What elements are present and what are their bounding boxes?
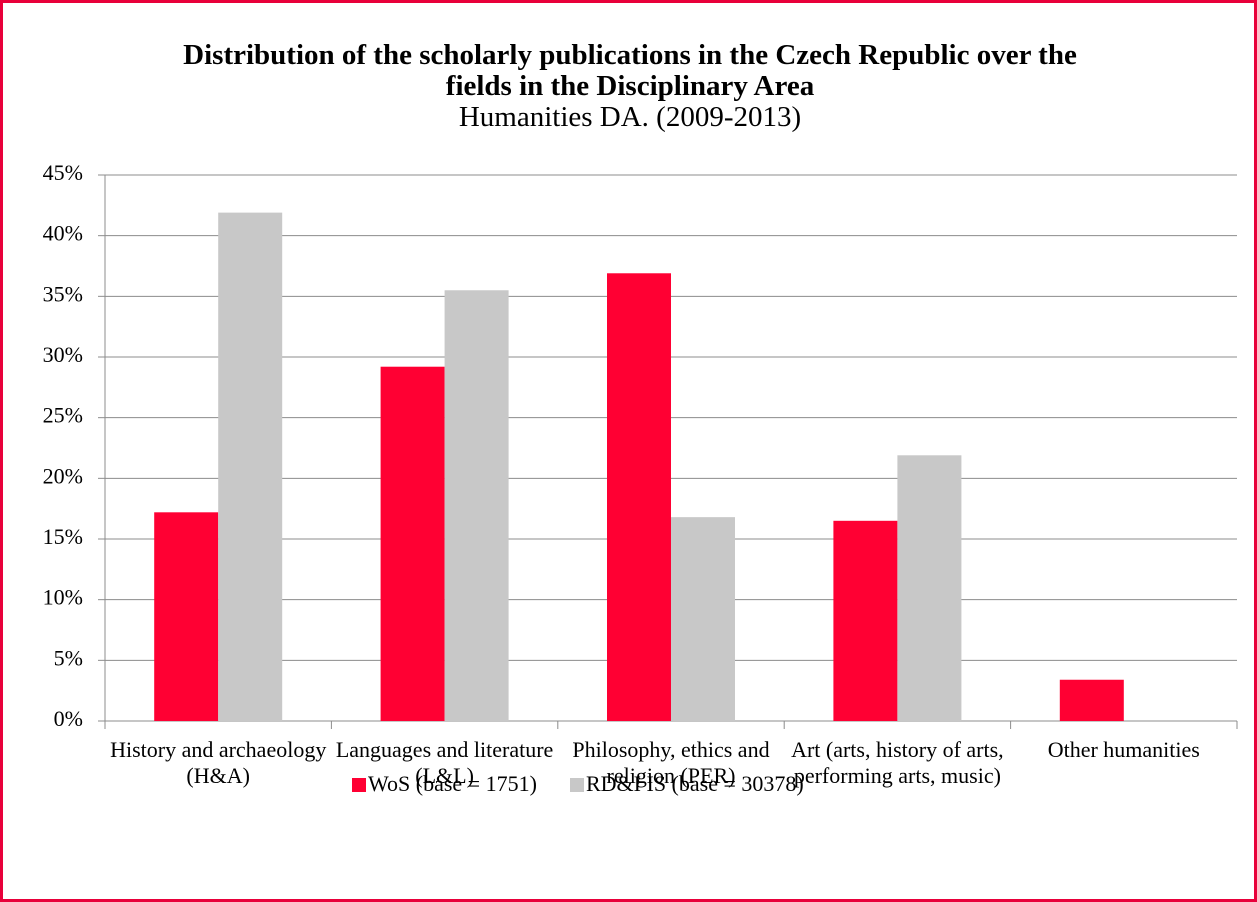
x-label-box: Languages and literature (L&L) — [335, 737, 554, 788]
bar — [833, 520, 898, 721]
chart-subtitle: Humanities DA. (2009-2013) — [458, 101, 802, 133]
x-label-box: Art (arts, history of arts, performing a… — [791, 737, 1004, 788]
bar — [1059, 679, 1124, 721]
chart-title: Distribution of the scholarly publicatio… — [183, 40, 1077, 102]
x-label-box: History and archaeology (H&A) — [110, 737, 327, 788]
y-tick-label: 30% — [43, 342, 83, 367]
y-tick-label: 20% — [43, 463, 83, 488]
bar — [671, 517, 735, 721]
bar — [380, 366, 445, 721]
x-tick-label: History and archaeology (H&A) — [110, 737, 327, 788]
bar — [444, 290, 509, 721]
bar — [897, 455, 962, 721]
x-label-box: Philosophy, ethics and religion (PER) — [572, 737, 770, 788]
y-tick-label: 25% — [43, 403, 83, 428]
x-tick-label: Art (arts, history of arts, performing a… — [791, 737, 1004, 788]
title-box: Distribution of the scholarly publicatio… — [183, 40, 1077, 133]
y-tick-label: 35% — [43, 281, 83, 306]
y-tick-label: 15% — [43, 524, 83, 549]
x-label-box: Other humanities — [1047, 737, 1200, 762]
legend-label: WoS (base = 1751) — [368, 771, 537, 796]
x-tick-label: Other humanities — [1047, 737, 1200, 762]
bar — [607, 273, 671, 721]
legend-swatch — [352, 778, 366, 792]
y-tick-label: 40% — [43, 221, 83, 246]
x-tick-label: Languages and literature (L&L) — [335, 737, 554, 788]
legend-label: RD&I IS (base = 30378) — [586, 771, 804, 796]
bar — [154, 512, 219, 721]
legend-swatch — [570, 778, 584, 792]
y-tick-label: 5% — [54, 645, 83, 670]
y-tick-label: 0% — [54, 706, 83, 731]
x-tick-label: Philosophy, ethics and religion (PER) — [572, 737, 770, 788]
y-tick-label: 10% — [43, 585, 83, 610]
bar — [218, 212, 283, 721]
y-tick-label: 45% — [43, 160, 83, 185]
